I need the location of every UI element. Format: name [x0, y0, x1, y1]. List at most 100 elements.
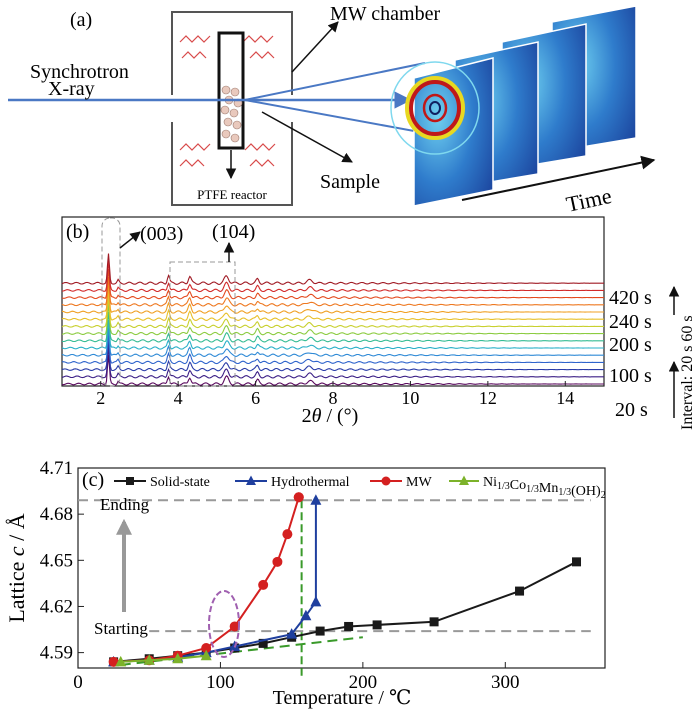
reactor-label: PTFE reactor [197, 187, 267, 202]
peak-104-label: (104) [212, 221, 255, 243]
xlabel-pre: 2 [302, 405, 312, 427]
data-point-square [315, 626, 325, 636]
data-point-triangle [246, 475, 256, 485]
xrd-trace [61, 283, 604, 314]
chamber-pointer-arrow [291, 21, 339, 73]
x-tick-label: 12 [479, 388, 497, 408]
microwave-heater-icon [179, 35, 276, 167]
x-tick-label: 6 [251, 388, 260, 408]
time-label-420: 420 s [609, 287, 652, 309]
data-point-square [515, 586, 525, 596]
diffraction-ray-lower [244, 99, 426, 134]
data-point-square [126, 477, 134, 485]
xrd-trace [61, 290, 604, 321]
legend-item: Solid-state [114, 475, 210, 490]
xlabel-theta: θ [312, 405, 322, 427]
source-label-line2: X-ray [48, 78, 95, 100]
data-point-circle [108, 656, 119, 667]
peak-104-highlight [169, 261, 236, 387]
panel-b-label: (b) [66, 221, 89, 243]
xrd-trace [61, 253, 604, 285]
y-tick-label: 4.62 [40, 596, 73, 617]
peak-003-highlight [101, 217, 121, 387]
data-point-circle [381, 476, 391, 486]
xrd-trace [61, 319, 604, 350]
x-tick-label: 300 [491, 672, 520, 693]
data-point-circle [229, 621, 240, 632]
y-tick-label: 4.65 [40, 550, 73, 571]
xrd-trace [61, 296, 604, 329]
data-point-circle [282, 529, 293, 540]
data-point-triangle [286, 628, 298, 639]
panel-c-guides [78, 499, 591, 676]
xrd-trace [61, 327, 604, 357]
x-tick-label: 0 [73, 672, 83, 693]
sample-particles [220, 85, 243, 143]
data-point-triangle [143, 654, 155, 665]
interval-label: Interval: 20 s 60 s [679, 315, 696, 430]
data-point-square [344, 621, 354, 631]
legend-label: MW [406, 475, 432, 490]
data-point-circle [201, 643, 212, 653]
x-tick-label: 14 [556, 388, 574, 408]
legend-label: Hydrothermal [271, 475, 350, 490]
series-solid-state [109, 557, 582, 667]
data-point-triangle [115, 655, 127, 667]
y-tick-label: 4.59 [40, 643, 73, 664]
y-tick-label: 4.68 [40, 504, 73, 525]
ending-label: Ending [100, 495, 150, 514]
sample-label: Sample [320, 171, 380, 193]
panel-b: 2 4 6 8 10 12 14 (b) (003) (104) 420 s 240 s 2… [61, 216, 696, 430]
panel-b-x-ticks: 2 4 6 8 10 12 14 [96, 381, 574, 408]
time-label-200: 200 s [609, 334, 652, 356]
time-axis-arrow [461, 155, 656, 201]
x-tick-label: 10 [401, 388, 419, 408]
xrd-trace [61, 303, 604, 336]
peak-003-label: (003) [140, 223, 183, 245]
mw-chamber [171, 11, 293, 206]
data-point-triangle [172, 652, 184, 664]
diffraction-ray-upper [244, 62, 426, 101]
legend-item: Ni1/3Co1/3Mn1/3(OH)2 [449, 475, 606, 501]
starting-label: Starting [94, 619, 148, 638]
xrd-trace [61, 347, 604, 379]
data-point-square [372, 620, 382, 630]
panel-c-y-axis-label: Lattice c / Å [4, 513, 29, 622]
x-tick-label: 8 [329, 388, 338, 408]
legend-item: MW [370, 475, 432, 490]
panel-c: 0 100 200 300 4.59 4.62 4.65 4.68 4.71 Solid-sta… [4, 458, 606, 709]
legend-label: Ni1/3Co1/3Mn1/3(OH)2 [483, 475, 606, 501]
peak-003-arrow [119, 231, 141, 249]
xrd-trace [61, 333, 604, 365]
x-tick-label: 200 [349, 672, 378, 693]
data-point-square [572, 557, 582, 567]
data-point-circle [258, 579, 269, 590]
x-tick-label: 100 [206, 672, 235, 693]
time-label-100: 100 s [609, 365, 652, 387]
time-label-240: 240 s [609, 311, 652, 333]
data-point-circle [272, 556, 283, 567]
chamber-label: MW chamber [330, 3, 440, 25]
panel-c-label: (c) [82, 469, 104, 491]
xrd-trace [61, 260, 604, 293]
panel-c-ticks: 0 100 200 300 4.59 4.62 4.65 4.68 4.71 [40, 458, 520, 693]
xrd-trace [61, 340, 604, 372]
data-point-square [258, 638, 268, 648]
series-mw [108, 492, 304, 667]
time-label-20: 20 s [615, 399, 648, 421]
panel-b-x-axis-label: 2θ / (°) [302, 405, 359, 427]
data-point-square [429, 617, 439, 627]
series-line [113, 560, 577, 663]
data-point-triangle [200, 649, 212, 661]
xrd-trace [61, 276, 604, 307]
data-point-triangle [459, 475, 469, 485]
panel-b-traces [61, 253, 604, 386]
diffraction-rings [390, 61, 480, 155]
time-label: Time [564, 183, 614, 217]
x-tick-label: 4 [174, 388, 183, 408]
xlabel-post: / (°) [321, 405, 358, 427]
source-label-line1: Synchrotron [30, 61, 129, 83]
panel-c-series [108, 492, 582, 667]
highlight-ellipse [208, 590, 240, 658]
